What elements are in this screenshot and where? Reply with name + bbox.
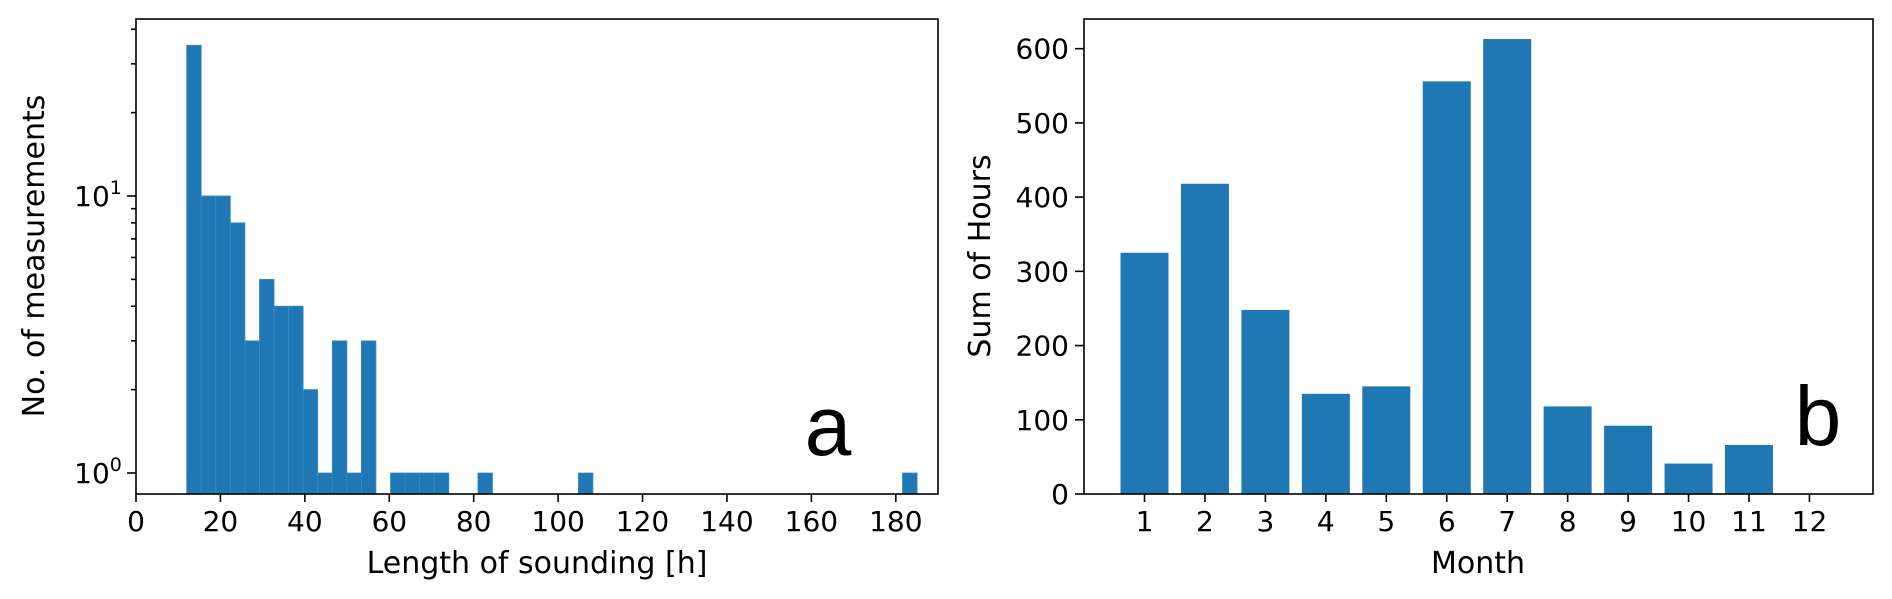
x-axis-title-a: Length of sounding [h] — [367, 546, 708, 581]
x-tick-label: 12 — [1792, 505, 1828, 538]
x-tick-label: 3 — [1256, 505, 1274, 538]
y-axis-ticks-b: 0 100 200 300 400 500 600 — [1016, 33, 1084, 511]
histogram-bar — [346, 472, 362, 495]
x-tick-label: 2 — [1196, 505, 1214, 538]
histogram-bar — [433, 472, 450, 495]
x-tick-label: 1 — [1136, 505, 1154, 538]
x-tick-label: 100 — [531, 505, 584, 538]
x-tick-label: 0 — [127, 505, 145, 538]
panel-label-b: b — [1795, 369, 1842, 463]
x-tick-label: 60 — [371, 505, 407, 538]
x-tick-label: 180 — [869, 505, 922, 538]
x-tick-label: 40 — [287, 505, 323, 538]
x-axis-ticks-a: 0 20 40 60 80 100 120 140 160 180 — [127, 494, 923, 538]
y-tick-label: 0 — [1051, 478, 1069, 511]
x-tick-label: 5 — [1377, 505, 1395, 538]
y-tick-label: 100 — [74, 454, 122, 490]
histogram-panel-a: 0 20 40 60 80 100 120 140 160 180 100 101 Length o… — [17, 18, 939, 581]
x-tick-label: 4 — [1317, 505, 1335, 538]
month-bar — [1362, 386, 1411, 494]
month-bar — [1180, 183, 1229, 494]
y-tick-label: 300 — [1016, 255, 1069, 288]
histogram-bar — [215, 195, 231, 495]
histogram-bar — [273, 305, 289, 495]
y-axis-ticks-a: 100 101 — [74, 28, 136, 490]
x-tick-label: 160 — [785, 505, 838, 538]
x-tick-label: 11 — [1731, 505, 1767, 538]
histogram-bar — [390, 472, 406, 495]
y-tick-label: 500 — [1016, 107, 1069, 140]
x-tick-label: 9 — [1619, 505, 1637, 538]
x-tick-label: 7 — [1498, 505, 1516, 538]
y-tick-label: 600 — [1016, 33, 1069, 66]
x-tick-label: 140 — [700, 505, 753, 538]
month-bar — [1725, 445, 1773, 494]
histogram-bar — [186, 44, 202, 495]
month-bar — [1422, 81, 1471, 494]
histogram-bar — [360, 340, 377, 495]
month-bar — [1543, 406, 1592, 494]
x-axis-ticks-b: 1 2 3 4 5 6 7 8 9 10 11 12 — [1136, 494, 1828, 538]
panel-label-a: a — [805, 379, 852, 473]
plot-frame-a — [135, 18, 939, 495]
y-tick-label: 100 — [1016, 404, 1069, 437]
histogram-bar — [229, 222, 246, 495]
histogram-bar — [902, 472, 918, 495]
x-tick-label: 6 — [1438, 505, 1456, 538]
plot-frame-b — [1083, 18, 1874, 495]
histogram-bar — [331, 340, 348, 495]
histogram-bar — [577, 472, 594, 495]
histogram-bars — [186, 44, 918, 495]
x-tick-label: 8 — [1559, 505, 1577, 538]
month-bar — [1301, 393, 1350, 494]
histogram-bar — [288, 305, 304, 495]
x-axis-title-b: Month — [1431, 546, 1525, 581]
x-tick-label: 10 — [1671, 505, 1707, 538]
histogram-bar — [317, 472, 333, 495]
histogram-bar — [200, 195, 217, 495]
histogram-bar — [419, 472, 435, 495]
month-bar — [1120, 252, 1169, 494]
histogram-bar — [244, 340, 260, 495]
histogram-bar — [477, 472, 493, 495]
monthly-bars — [1120, 39, 1773, 494]
month-bar — [1483, 39, 1532, 494]
x-tick-label: 20 — [203, 505, 239, 538]
month-bar — [1664, 463, 1713, 494]
y-tick-label: 200 — [1016, 330, 1069, 363]
y-axis-title-b: Sum of Hours — [963, 154, 998, 357]
month-bar — [1241, 309, 1290, 494]
y-tick-label: 400 — [1016, 181, 1069, 214]
histogram-bar — [302, 389, 319, 495]
histogram-bar — [259, 278, 275, 495]
y-tick-label: 101 — [74, 177, 122, 213]
y-axis-title-a: No. of measurements — [17, 95, 52, 418]
x-tick-label: 80 — [456, 505, 492, 538]
histogram-bar — [404, 472, 421, 495]
month-bar — [1604, 425, 1653, 494]
x-tick-label: 120 — [616, 505, 669, 538]
